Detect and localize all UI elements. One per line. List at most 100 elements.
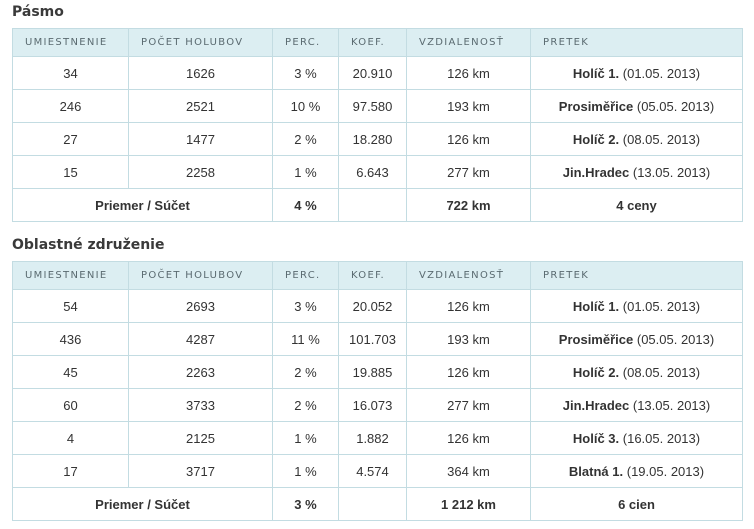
race-cell: Jin.Hradec (13.05. 2013): [530, 388, 743, 422]
race-cell: Blatná 1. (19.05. 2013): [530, 454, 743, 488]
section-title: Oblastné združenie: [12, 237, 165, 253]
results-table: UMIESTNENIE POČET HOLUBOV PERC. KOEF. VZDIAL…: [12, 261, 743, 521]
table-cell: 126 km: [406, 289, 531, 323]
table-cell: 34: [12, 56, 129, 90]
table-cell: 1477: [128, 122, 273, 156]
table-cell: 3 %: [272, 289, 339, 323]
race-name: Jin.Hradec: [562, 397, 630, 413]
column-header: KOEF.: [338, 28, 407, 57]
table-cell: 101.703: [338, 322, 407, 356]
table-cell: 1 %: [272, 155, 339, 189]
table-cell: 3 %: [272, 56, 339, 90]
footer-label: Priemer / Súčet: [12, 487, 273, 521]
column-header: PERC.: [272, 28, 339, 57]
data-row: 246 2521 10 % 97.580 193 km Prosiměřice (05.0…: [12, 89, 743, 123]
table-cell: 364 km: [406, 454, 531, 488]
race-name: Jin.Hradec: [562, 164, 630, 180]
header-row: UMIESTNENIE POČET HOLUBOV PERC. KOEF. VZDIAL…: [12, 28, 743, 57]
table-cell: 246: [12, 89, 129, 123]
column-header: POČET HOLUBOV: [128, 261, 273, 290]
footer-empty: [338, 188, 407, 222]
table-cell: 20.052: [338, 289, 407, 323]
table-cell: 2258: [128, 155, 273, 189]
table-cell: 4: [12, 421, 129, 455]
table-cell: 126 km: [406, 56, 531, 90]
table-cell: 193 km: [406, 322, 531, 356]
race-cell: Prosiměřice (05.05. 2013): [530, 322, 743, 356]
column-header: UMIESTNENIE: [12, 261, 129, 290]
race-date: (01.05. 2013): [622, 65, 701, 81]
race-cell: Holíč 3. (16.05. 2013): [530, 421, 743, 455]
column-header: PERC.: [272, 261, 339, 290]
data-row: 17 3717 1 % 4.574 364 km Blatná 1. (19.05. 20…: [12, 454, 743, 488]
footer-empty: [338, 487, 407, 521]
race-cell: Holíč 2. (08.05. 2013): [530, 122, 743, 156]
footer-prizes: 4 ceny: [530, 188, 743, 222]
table-cell: 436: [12, 322, 129, 356]
table-cell: 27: [12, 122, 129, 156]
table-cell: 2 %: [272, 122, 339, 156]
race-cell: Prosiměřice (05.05. 2013): [530, 89, 743, 123]
table-cell: 15: [12, 155, 129, 189]
table-cell: 277 km: [406, 388, 531, 422]
column-header: PRETEK: [530, 261, 743, 290]
table-cell: 1626: [128, 56, 273, 90]
table-cell: 3717: [128, 454, 273, 488]
race-cell: Jin.Hradec (13.05. 2013): [530, 155, 743, 189]
section-title: Pásmo: [12, 4, 64, 20]
race-name: Prosiměřice: [558, 331, 634, 347]
table-cell: 2693: [128, 289, 273, 323]
table-cell: 126 km: [406, 122, 531, 156]
table-cell: 97.580: [338, 89, 407, 123]
table-cell: 193 km: [406, 89, 531, 123]
data-row: 27 1477 2 % 18.280 126 km Holíč 2. (08.05. 20…: [12, 122, 743, 156]
table-cell: 20.910: [338, 56, 407, 90]
table-cell: 19.885: [338, 355, 407, 389]
table-cell: 11 %: [272, 322, 339, 356]
header-row: UMIESTNENIE POČET HOLUBOV PERC. KOEF. VZDIAL…: [12, 261, 743, 290]
table-cell: 4.574: [338, 454, 407, 488]
data-row: 34 1626 3 % 20.910 126 km Holíč 1. (01.05. 20…: [12, 56, 743, 90]
column-header: VZDIALENOSŤ: [406, 28, 531, 57]
footer-row: Priemer / Súčet 3 % 1 212 km 6 cien: [12, 487, 743, 521]
table-cell: 3733: [128, 388, 273, 422]
footer-perc: 4 %: [272, 188, 339, 222]
footer-prizes: 6 cien: [530, 487, 743, 521]
column-header: PRETEK: [530, 28, 743, 57]
race-name: Blatná 1.: [568, 463, 624, 479]
footer-row: Priemer / Súčet 4 % 722 km 4 ceny: [12, 188, 743, 222]
data-row: 4 2125 1 % 1.882 126 km Holíč 3. (16.05. 2013…: [12, 421, 743, 455]
table-cell: 4287: [128, 322, 273, 356]
table-cell: 277 km: [406, 155, 531, 189]
data-row: 436 4287 11 % 101.703 193 km Prosiměřice (05.…: [12, 322, 743, 356]
table-cell: 2521: [128, 89, 273, 123]
data-row: 60 3733 2 % 16.073 277 km Jin.Hradec (13.05. …: [12, 388, 743, 422]
table-cell: 2263: [128, 355, 273, 389]
race-date: (13.05. 2013): [632, 397, 711, 413]
table-cell: 2 %: [272, 355, 339, 389]
table-cell: 45: [12, 355, 129, 389]
table-cell: 6.643: [338, 155, 407, 189]
column-header: KOEF.: [338, 261, 407, 290]
footer-perc: 3 %: [272, 487, 339, 521]
footer-distance: 722 km: [406, 188, 531, 222]
race-date: (13.05. 2013): [632, 164, 711, 180]
column-header: POČET HOLUBOV: [128, 28, 273, 57]
race-cell: Holíč 1. (01.05. 2013): [530, 289, 743, 323]
race-date: (08.05. 2013): [622, 131, 701, 147]
race-name: Prosiměřice: [558, 98, 634, 114]
race-name: Holíč 2.: [572, 364, 620, 380]
race-date: (19.05. 2013): [626, 463, 705, 479]
table-cell: 54: [12, 289, 129, 323]
race-name: Holíč 1.: [572, 65, 620, 81]
race-name: Holíč 3.: [572, 430, 620, 446]
data-row: 54 2693 3 % 20.052 126 km Holíč 1. (01.05. 20…: [12, 289, 743, 323]
table-cell: 17: [12, 454, 129, 488]
race-name: Holíč 2.: [572, 131, 620, 147]
table-cell: 10 %: [272, 89, 339, 123]
column-header: UMIESTNENIE: [12, 28, 129, 57]
race-date: (05.05. 2013): [636, 331, 715, 347]
race-name: Holíč 1.: [572, 298, 620, 314]
table-cell: 60: [12, 388, 129, 422]
